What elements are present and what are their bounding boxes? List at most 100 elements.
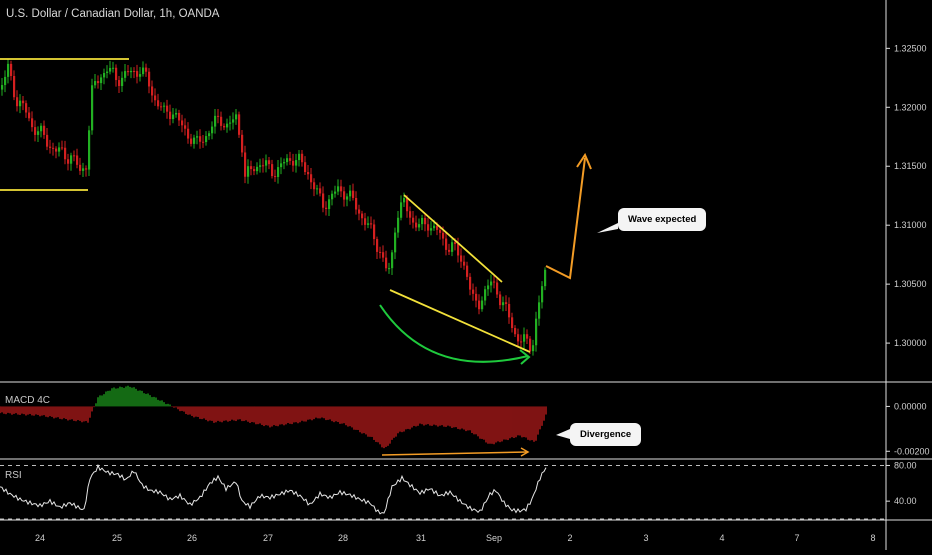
candle-body <box>406 198 409 212</box>
candle-body <box>235 114 238 120</box>
candle-body <box>259 165 262 167</box>
candle-body <box>490 281 493 286</box>
candle-body <box>28 112 31 119</box>
candle-body <box>265 160 268 166</box>
candle-body <box>91 85 94 131</box>
candle-body <box>334 191 337 194</box>
candle-body <box>478 300 481 310</box>
candle-body <box>205 136 208 143</box>
candle-body <box>112 67 115 69</box>
candle-body <box>502 302 505 306</box>
candle-body <box>427 224 430 231</box>
candle-body <box>106 71 109 74</box>
candle-body <box>367 223 370 225</box>
rsi-tick-label: 40.00 <box>894 496 917 506</box>
candle-body <box>73 155 76 157</box>
candle-body <box>301 153 304 163</box>
candle-body <box>328 199 331 209</box>
candle-body <box>439 229 442 233</box>
candle-body <box>364 218 367 225</box>
candle-body <box>175 112 178 115</box>
candle-body <box>133 70 136 72</box>
candle-body <box>541 286 544 303</box>
rsi-tick-label: 80.00 <box>894 460 917 470</box>
candle-body <box>40 125 43 132</box>
candle-body <box>361 213 364 219</box>
candle-body <box>34 127 37 135</box>
candle-body <box>22 100 25 104</box>
candle-body <box>208 133 211 137</box>
candle-body <box>307 172 310 175</box>
candle-body <box>55 148 58 152</box>
wedge-lower-line <box>389 289 531 353</box>
candle-body <box>484 289 487 301</box>
candle-body <box>394 232 397 253</box>
candle-body <box>298 153 301 161</box>
candle-body <box>538 302 541 319</box>
candle-body <box>529 338 532 352</box>
candle-body <box>499 294 502 306</box>
candle-body <box>103 73 106 78</box>
candle-body <box>139 74 142 77</box>
candle-body <box>160 106 163 108</box>
candle-body <box>253 169 256 172</box>
candle-body <box>466 265 469 277</box>
candle-body <box>280 163 283 168</box>
candle-body <box>460 255 463 262</box>
candle-body <box>346 196 349 200</box>
macd-tick-label: -0.00200 <box>894 446 930 456</box>
candle-body <box>94 81 97 86</box>
candle-body <box>1 85 4 90</box>
candle-body <box>349 190 352 197</box>
macd-tick-label: 0.00000 <box>894 401 927 411</box>
time-tick-label: 3 <box>643 533 648 543</box>
candle-body <box>64 147 67 160</box>
candle-body <box>127 71 130 73</box>
candle-body <box>121 77 124 86</box>
candle-body <box>130 70 133 73</box>
candle-body <box>523 334 526 342</box>
candle-body <box>505 302 508 304</box>
candle-body <box>409 211 412 218</box>
candle-body <box>373 224 376 240</box>
candle-body <box>337 186 340 192</box>
candle-body <box>292 160 295 166</box>
candle-body <box>82 168 85 171</box>
time-tick-label: 7 <box>794 533 799 543</box>
candle-body <box>16 97 19 107</box>
candle-body <box>412 217 415 223</box>
candle-body <box>445 238 448 250</box>
time-tick-label: 24 <box>35 533 45 543</box>
candle-body <box>76 155 79 165</box>
price-panel <box>1 59 547 356</box>
candle-body <box>46 134 49 147</box>
candle-body <box>322 193 325 208</box>
candle-body <box>202 141 205 143</box>
candle-body <box>178 112 181 121</box>
candle-body <box>331 193 334 200</box>
time-tick-label: 26 <box>187 533 197 543</box>
candle-body <box>97 81 100 84</box>
candle-body <box>277 167 280 177</box>
candle-body <box>118 80 121 86</box>
candle-body <box>238 114 241 135</box>
candle-body <box>448 249 451 252</box>
candle-body <box>418 224 421 228</box>
candle-body <box>145 67 148 72</box>
candle-body <box>379 251 382 253</box>
time-tick-label: Sep <box>486 533 502 543</box>
macd-label: MACD 4C <box>5 395 51 406</box>
price-tick-label: 1.31500 <box>894 161 927 171</box>
candle-body <box>436 225 439 230</box>
candle-body <box>199 136 202 142</box>
candle-body <box>487 285 490 290</box>
candle-body <box>232 119 235 123</box>
candle-body <box>463 261 466 266</box>
candle-body <box>31 118 34 128</box>
candle-body <box>352 190 355 198</box>
candle-body <box>229 122 232 124</box>
time-tick-label: 25 <box>112 533 122 543</box>
macd-panel <box>0 385 547 449</box>
candle-body <box>163 105 166 107</box>
